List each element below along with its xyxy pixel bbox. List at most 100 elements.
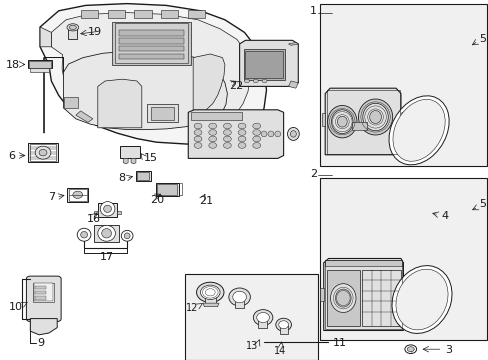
Text: 7: 7 [47,192,55,202]
Bar [81,10,98,18]
Text: 6: 6 [9,150,16,161]
Polygon shape [288,81,298,88]
Polygon shape [51,13,250,126]
Ellipse shape [194,136,202,142]
Ellipse shape [252,123,260,129]
Bar [29,61,51,68]
Ellipse shape [81,231,87,238]
Bar [35,291,46,294]
Bar [136,171,150,181]
Ellipse shape [121,230,133,241]
Ellipse shape [223,143,231,148]
Ellipse shape [228,288,250,306]
Bar [34,283,53,301]
Bar [119,30,183,36]
Ellipse shape [102,229,111,238]
Polygon shape [288,42,298,45]
Bar [325,260,401,329]
Bar [243,49,285,80]
Bar [205,293,216,304]
Ellipse shape [200,285,220,300]
Ellipse shape [395,269,447,330]
Bar [320,178,486,340]
Ellipse shape [67,24,79,31]
Ellipse shape [238,130,245,135]
Polygon shape [203,303,219,307]
Bar [134,10,151,18]
Ellipse shape [407,347,413,352]
Polygon shape [30,319,57,335]
Ellipse shape [244,79,249,83]
Bar [67,188,88,202]
Text: 17: 17 [100,252,113,262]
Bar [119,38,183,44]
Ellipse shape [275,318,291,331]
Text: 13: 13 [245,341,258,351]
Bar [107,10,124,18]
Bar [190,112,242,120]
Ellipse shape [331,110,352,134]
Ellipse shape [262,79,266,83]
Polygon shape [193,54,224,122]
Ellipse shape [35,146,51,159]
Polygon shape [131,158,136,164]
Bar [326,270,359,326]
Ellipse shape [103,205,111,212]
Bar [98,203,117,217]
Bar [33,283,54,302]
Bar [279,326,287,334]
Ellipse shape [238,123,245,129]
Bar [94,225,119,242]
Polygon shape [320,288,323,301]
Ellipse shape [261,131,266,137]
Bar [35,286,46,289]
Ellipse shape [252,136,260,142]
Bar [120,146,140,158]
Text: 20: 20 [150,195,164,205]
Ellipse shape [278,321,288,329]
Ellipse shape [252,143,260,148]
Text: 22: 22 [228,81,243,91]
Bar [28,143,58,162]
Bar [112,22,190,65]
Ellipse shape [208,143,216,148]
Ellipse shape [267,131,273,137]
Ellipse shape [392,99,444,161]
Polygon shape [117,211,121,214]
Ellipse shape [388,96,448,165]
Bar [320,4,486,166]
Polygon shape [76,111,93,122]
Ellipse shape [39,149,47,156]
Ellipse shape [362,103,387,131]
Bar [351,122,366,130]
Ellipse shape [404,345,416,354]
Ellipse shape [194,123,202,129]
Ellipse shape [73,191,82,198]
Bar [119,54,183,59]
Ellipse shape [100,202,115,216]
Text: 12: 12 [186,303,198,313]
Polygon shape [63,97,78,108]
Bar [30,68,49,72]
Ellipse shape [208,130,216,135]
Ellipse shape [223,123,231,129]
Ellipse shape [253,79,258,83]
Ellipse shape [238,143,245,148]
Bar [155,183,179,196]
Bar [188,10,205,18]
Bar [146,104,178,122]
Ellipse shape [77,228,91,241]
Polygon shape [44,51,227,133]
Bar [325,260,401,266]
Ellipse shape [223,136,231,142]
Polygon shape [323,258,403,330]
Bar [150,107,174,120]
Ellipse shape [287,127,299,140]
Ellipse shape [253,310,272,325]
Ellipse shape [391,266,451,333]
Ellipse shape [124,233,130,239]
Text: 5: 5 [478,199,485,210]
Bar [69,189,86,201]
Ellipse shape [194,143,202,148]
Ellipse shape [194,130,202,135]
